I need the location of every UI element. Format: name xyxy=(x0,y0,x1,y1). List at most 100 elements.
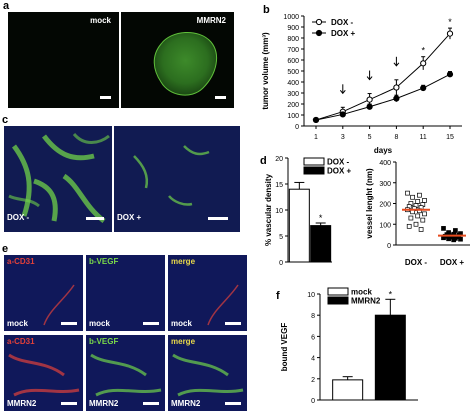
y-tick-label: 100 xyxy=(379,222,391,229)
micrograph-c-dox-minus: DOX - xyxy=(4,126,112,232)
micrograph-e-mock-green: b-VEGF mock xyxy=(86,255,165,331)
data-point xyxy=(415,199,421,204)
condition-label: MMRN2 xyxy=(7,399,37,408)
data-point xyxy=(451,237,457,243)
stain-texture xyxy=(90,353,162,397)
y-tick-label: 500 xyxy=(287,69,299,76)
legend-label: DOX - xyxy=(331,18,354,27)
x-axis-label: days xyxy=(374,146,393,155)
vessel-length-chart: 0 100 200 300 400 vessel lenght (nm) DOX - DOX … xyxy=(365,160,470,267)
bar xyxy=(310,225,332,263)
condition-label: MMRN2 xyxy=(171,399,201,408)
legend-label: DOX + xyxy=(327,167,352,176)
series-line xyxy=(315,33,451,121)
treatment-arrowhead xyxy=(393,62,400,67)
y-tick-label: 0 xyxy=(387,243,391,250)
scale-bar xyxy=(143,402,159,405)
y-tick-label: 10 xyxy=(307,292,315,299)
significance-marker: * xyxy=(448,17,452,27)
data-point xyxy=(415,213,421,219)
micrograph-e-mock-red: a-CD31 mock xyxy=(4,255,83,331)
data-point xyxy=(393,84,400,91)
micrograph-label: MMRN2 xyxy=(196,16,226,25)
scale-bar xyxy=(215,96,226,99)
data-point xyxy=(422,198,427,203)
scale-bar xyxy=(208,217,228,220)
legend-label: mock xyxy=(351,288,372,297)
stain-texture xyxy=(43,284,75,326)
y-tick-label: 700 xyxy=(287,47,299,54)
micrograph-grid-e: a-CD31 mock b-VEGF mock merge mock a-CD31 MMRN2… xyxy=(4,255,248,415)
vessel-stain-image xyxy=(8,132,110,223)
data-point xyxy=(406,223,412,229)
data-point xyxy=(446,236,451,242)
channel-label: b-VEGF xyxy=(89,337,119,346)
stain-signal xyxy=(172,353,244,397)
y-tick-label: 200 xyxy=(287,102,299,109)
data-point xyxy=(446,30,454,37)
stain-signal xyxy=(43,284,75,326)
x-tick-label: 11 xyxy=(420,134,427,141)
channel-label: a-CD31 xyxy=(7,257,35,266)
y-tick-label: 100 xyxy=(287,113,299,120)
panel-letter-c: c xyxy=(2,114,9,126)
micrograph-label: DOX - xyxy=(7,213,30,222)
panel-letter-f: f xyxy=(276,290,280,302)
micrograph-e-mmrn2-red: a-CD31 MMRN2 xyxy=(4,335,83,411)
data-point xyxy=(446,71,454,78)
y-tick-label: 5 xyxy=(279,234,283,241)
channel-label: merge xyxy=(171,337,196,346)
panel-letter-e: e xyxy=(2,243,9,255)
x-tick-label: 3 xyxy=(341,134,345,141)
legend-swatch xyxy=(303,166,325,175)
micrograph-label: mock xyxy=(90,16,111,25)
channel-label: b-VEGF xyxy=(89,257,119,266)
data-point xyxy=(458,236,463,242)
y-tick-label: 0 xyxy=(279,260,283,267)
data-point xyxy=(339,111,346,118)
y-tick-label: 400 xyxy=(379,160,391,167)
legend-marker xyxy=(315,18,323,26)
y-axis-label: tumor volume (mm³) xyxy=(261,32,270,110)
x-tick-label: 5 xyxy=(368,134,372,141)
scale-bar xyxy=(225,402,241,405)
x-tick-label: 15 xyxy=(446,134,454,141)
y-axis-label: % vascular density xyxy=(264,173,273,246)
stain-texture xyxy=(8,353,80,397)
condition-label: mock xyxy=(171,319,192,328)
y-tick-label: 600 xyxy=(287,58,299,65)
micrograph-a-mmrn2: MMRN2 xyxy=(121,12,234,108)
y-tick-label: 800 xyxy=(287,36,299,43)
legend-label: DOX + xyxy=(331,29,356,38)
y-tick-label: 20 xyxy=(275,156,283,163)
stain-texture xyxy=(172,353,244,397)
condition-label: MMRN2 xyxy=(89,399,119,408)
bar xyxy=(288,188,310,263)
x-tick-label: DOX + xyxy=(440,258,465,267)
y-tick-label: 200 xyxy=(379,202,391,209)
y-tick-label: 0 xyxy=(295,124,299,131)
micrograph-e-mmrn2-merge: merge MMRN2 xyxy=(168,335,247,411)
y-tick-label: 10 xyxy=(275,208,283,215)
vascular-density-chart: 0 5 10 15 20 % vascular density * DOX -DOX + xyxy=(264,156,352,267)
legend-swatch xyxy=(303,157,325,166)
data-point xyxy=(408,215,414,221)
scale-bar xyxy=(61,322,77,325)
y-tick-label: 6 xyxy=(311,334,315,341)
y-tick-label: 4 xyxy=(311,356,315,363)
data-point xyxy=(312,116,320,124)
y-tick-label: 8 xyxy=(311,313,315,320)
bar xyxy=(332,379,364,401)
y-tick-label: 1000 xyxy=(283,14,299,21)
micrograph-c-dox-plus: DOX + xyxy=(114,126,240,232)
data-point xyxy=(420,217,426,223)
panel-letter-a: a xyxy=(3,0,10,12)
data-point xyxy=(413,221,419,227)
data-point xyxy=(418,227,424,232)
micrograph-a-mock: mock xyxy=(8,12,119,108)
legend-swatch xyxy=(327,287,349,296)
y-tick-label: 15 xyxy=(275,182,283,189)
data-point xyxy=(422,211,427,217)
data-point xyxy=(366,96,373,103)
